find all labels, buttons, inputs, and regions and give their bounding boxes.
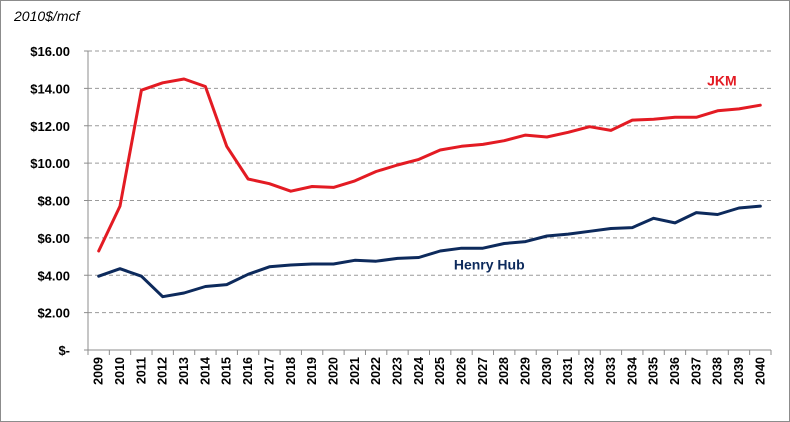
- x-tick-label: 2034: [625, 357, 639, 385]
- y-tick-label: $14.00: [30, 81, 70, 96]
- series-label-jkm: JKM: [707, 73, 737, 89]
- x-tick-label: 2040: [753, 357, 767, 385]
- x-tick-label: 2014: [198, 357, 212, 385]
- x-tick-label: 2029: [519, 357, 533, 385]
- x-tick-label: 2023: [390, 357, 404, 385]
- y-tick-label: $2.00: [37, 306, 70, 321]
- x-tick-label: 2036: [668, 357, 682, 385]
- x-tick-label: 2015: [220, 357, 234, 385]
- y-axis-ticks: $- $2.00 $4.00 $6.00 $8.00 $10.00 $12.00 $14.00…: [30, 44, 70, 358]
- y-tick-label: $10.00: [30, 156, 70, 171]
- series-lines: [97, 77, 762, 299]
- x-tick-label: 2032: [583, 357, 597, 385]
- axes: [84, 50, 772, 355]
- x-tick-label: 2039: [732, 357, 746, 385]
- x-tick-label: 2038: [711, 357, 725, 385]
- x-tick-label: 2025: [433, 357, 447, 385]
- x-tick-label: 2033: [604, 357, 618, 385]
- x-tick-label: 2021: [348, 357, 362, 385]
- x-tick-label: 2024: [412, 357, 426, 385]
- x-tick-label: 2010: [113, 357, 127, 385]
- x-tick-label: 2009: [92, 357, 106, 385]
- x-tick-label: 2017: [262, 357, 276, 385]
- x-tick-label: 2031: [561, 357, 575, 385]
- x-tick-label: 2027: [476, 357, 490, 385]
- y-tick-label: $4.00: [37, 268, 70, 283]
- x-tick-label: 2035: [647, 357, 661, 385]
- y-tick-label: $12.00: [30, 119, 70, 134]
- y-tick-label: $16.00: [30, 44, 70, 59]
- series-line-henry-hub: [97, 204, 762, 299]
- series-line-jkm: [97, 77, 762, 253]
- x-tick-label: 2018: [284, 357, 298, 385]
- x-tick-label: 2013: [177, 357, 191, 385]
- series-labels: JKM Henry Hub: [454, 73, 737, 273]
- x-tick-label: 2012: [156, 357, 170, 385]
- x-tick-label: 2030: [540, 357, 554, 385]
- y-tick-label: $6.00: [37, 231, 70, 246]
- x-tick-label: 2022: [369, 357, 383, 385]
- x-tick-label: 2016: [241, 357, 255, 385]
- x-tick-label: 2019: [305, 357, 319, 385]
- x-tick-label: 2037: [689, 357, 703, 385]
- gridlines: [88, 50, 771, 314]
- x-tick-label: 2028: [497, 357, 511, 385]
- y-tick-label: $8.00: [37, 194, 70, 209]
- x-tick-label: 2020: [326, 357, 340, 385]
- x-axis-ticks: 2009 2010 2011 2012 2013 2014 2015 2016 2017 2018…: [92, 357, 768, 385]
- series-label-henry-hub: Henry Hub: [454, 257, 525, 273]
- x-tick-label: 2026: [455, 357, 469, 385]
- x-tick-label: 2011: [134, 357, 148, 384]
- unit-label: 2010$/mcf: [13, 8, 81, 24]
- y-tick-label: $-: [58, 343, 70, 358]
